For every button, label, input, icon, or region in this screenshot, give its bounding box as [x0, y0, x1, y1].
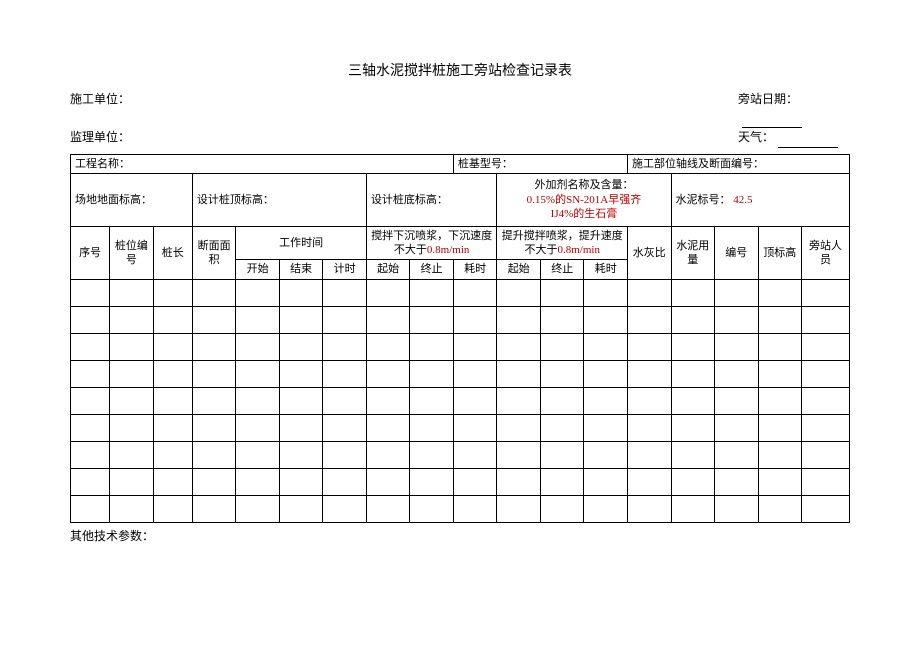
cement-grade-label: 水泥标号：	[676, 194, 731, 206]
h-visitor: 旁站人员	[802, 226, 850, 279]
table-row	[71, 360, 850, 387]
h-down-b: 不大于	[394, 244, 427, 256]
project-name-cell: 工程名称：	[71, 154, 454, 173]
cement-grade-cell: 水泥标号： 42.5	[671, 173, 850, 226]
additive-text-2a: IJ4%的	[551, 208, 585, 220]
construction-unit-label: 施工单位：	[70, 90, 460, 128]
h-stop1: 终止	[410, 260, 454, 279]
doc-title: 三轴水泥搅拌桩施工旁站检查记录表	[70, 60, 850, 80]
h-up-a: 提升搅拌喷浆，提升速度	[502, 230, 623, 242]
h-pile-len: 桩长	[153, 226, 192, 279]
info-row-2: 场地地面标高： 设计桩顶标高： 设计桩底标高： 外加剂名称及含量： 0.15%的…	[71, 173, 850, 226]
position-code-cell: 施工部位轴线及断面编号：	[627, 154, 849, 173]
h-up-c: 0.8m/min	[557, 244, 599, 256]
h-pile-pos: 桩位编号	[110, 226, 154, 279]
h-seq: 序号	[71, 226, 110, 279]
main-table: 工程名称： 桩基型号： 施工部位轴线及断面编号： 场地地面标高： 设计桩顶标高：…	[70, 154, 850, 523]
h-water-cement: 水灰比	[627, 226, 671, 279]
design-bottom-cell: 设计桩底标高：	[366, 173, 497, 226]
weather-field: 天气：	[538, 128, 850, 147]
h-section-area: 断面面积	[192, 226, 236, 279]
header-row-1: 施工单位： 旁站日期：	[70, 90, 850, 128]
h-start: 开始	[236, 260, 280, 279]
additive-text-2b: 生石膏	[584, 208, 617, 220]
table-row	[71, 495, 850, 522]
h-elapsed2: 耗时	[584, 260, 628, 279]
additive-text-1b: 早强齐	[608, 194, 641, 206]
visit-date-field: 旁站日期：	[538, 90, 850, 128]
visit-date-blank	[742, 115, 802, 128]
h-code: 编号	[715, 226, 759, 279]
h-top-elev: 顶标高	[758, 226, 802, 279]
pile-model-cell: 桩基型号：	[453, 154, 627, 173]
h-stop2: 终止	[540, 260, 584, 279]
h-down-c: 0.8m/min	[427, 244, 469, 256]
footer-note: 其他技术参数：	[70, 527, 850, 544]
ground-elev-cell: 场地地面标高：	[71, 173, 193, 226]
h-end: 结束	[279, 260, 323, 279]
header-row-a: 序号 桩位编号 桩长 断面面积 工作时间 搅拌下沉喷浆，下沉速度 不大于0.8m…	[71, 226, 850, 260]
cement-grade-value: 42.5	[733, 194, 752, 206]
page: 三轴水泥搅拌桩施工旁站检查记录表 施工单位： 旁站日期： 监理单位： 天气： 工…	[0, 0, 920, 651]
weather-blank	[778, 135, 838, 148]
h-begin2: 起始	[497, 260, 541, 279]
table-row	[71, 414, 850, 441]
visit-date-label: 旁站日期：	[738, 92, 798, 106]
design-top-cell: 设计桩顶标高：	[192, 173, 366, 226]
h-up-mix: 提升搅拌喷浆，提升速度 不大于0.8m/min	[497, 226, 628, 260]
supervision-unit-label: 监理单位：	[70, 128, 460, 147]
h-timing: 计时	[323, 260, 367, 279]
table-row	[71, 333, 850, 360]
h-down-mix: 搅拌下沉喷浆，下沉速度 不大于0.8m/min	[366, 226, 497, 260]
h-down-a: 搅拌下沉喷浆，下沉速度	[371, 230, 492, 242]
h-up-b: 不大于	[524, 244, 557, 256]
h-cement-use: 水泥用量	[671, 226, 715, 279]
table-row	[71, 387, 850, 414]
table-row	[71, 306, 850, 333]
additive-label: 外加剂名称及含量：	[534, 179, 633, 191]
table-row	[71, 441, 850, 468]
additive-text-1a: 0.15%的SN-201A	[527, 194, 609, 206]
header-row-2: 监理单位： 天气：	[70, 128, 850, 147]
info-row-1: 工程名称： 桩基型号： 施工部位轴线及断面编号：	[71, 154, 850, 173]
h-elapsed1: 耗时	[453, 260, 497, 279]
h-work-time: 工作时间	[236, 226, 367, 260]
table-row	[71, 279, 850, 306]
additive-cell: 外加剂名称及含量： 0.15%的SN-201A早强齐 IJ4%的生石膏	[497, 173, 671, 226]
weather-label: 天气：	[738, 130, 774, 144]
h-begin1: 起始	[366, 260, 410, 279]
table-row	[71, 468, 850, 495]
